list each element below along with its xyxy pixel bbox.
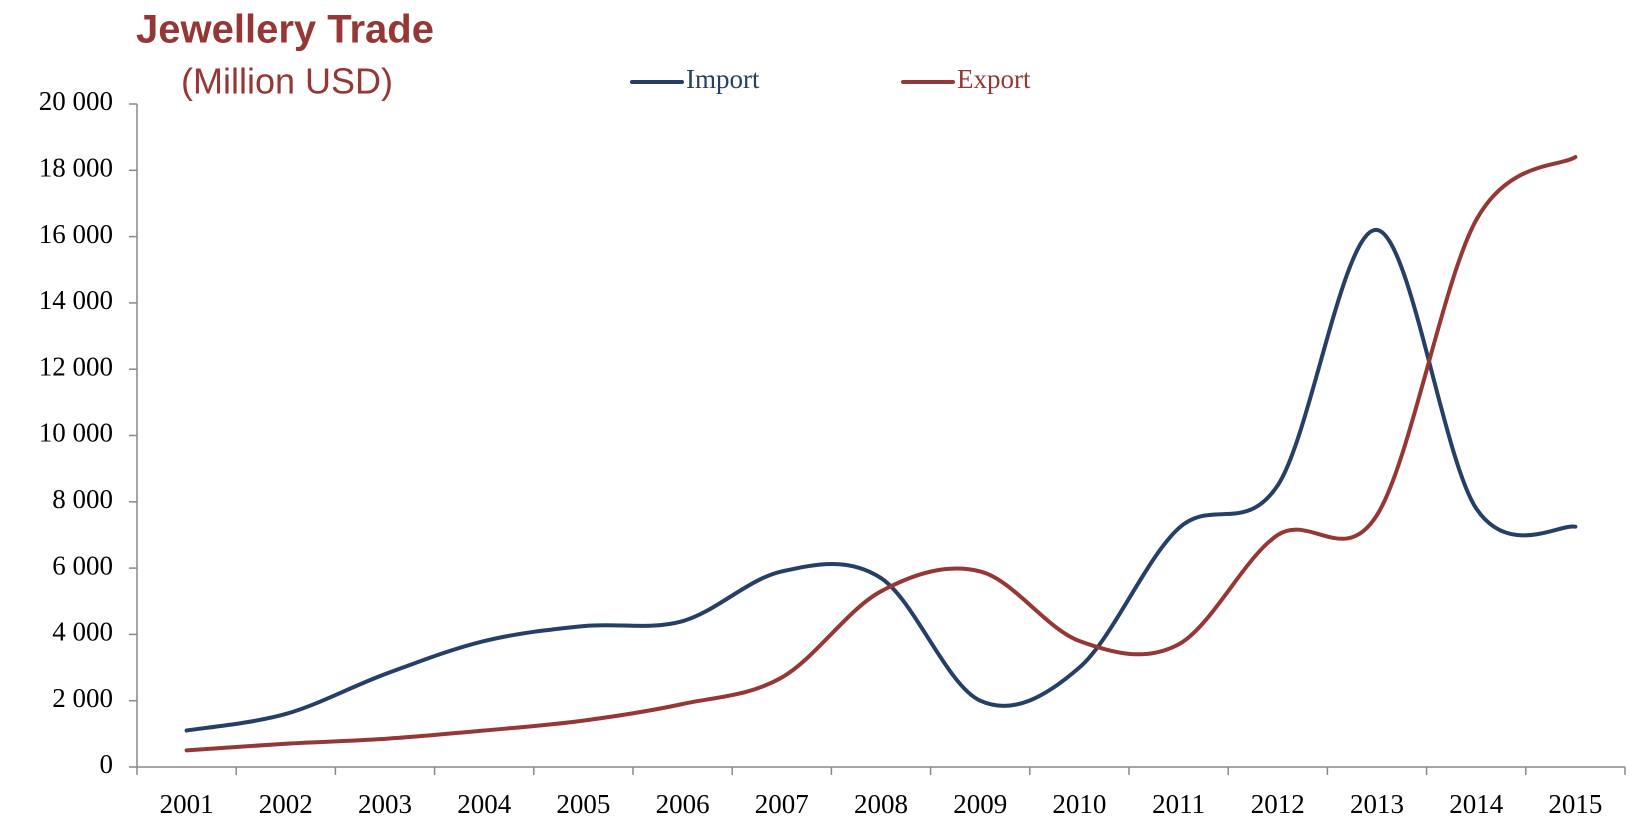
y-tick-label: 10 000	[39, 418, 113, 448]
y-tick-label: 0	[100, 749, 114, 779]
x-tick-label: 2003	[358, 789, 412, 819]
x-tick-label: 2011	[1152, 789, 1205, 819]
y-tick-label: 12 000	[39, 351, 113, 381]
line-series	[184, 155, 1578, 753]
x-tick-label: 2012	[1251, 789, 1305, 819]
y-tick-label: 6 000	[52, 550, 113, 580]
x-tick-label: 2010	[1052, 789, 1106, 819]
legend-label: Import	[686, 64, 760, 94]
y-tick-label: 2 000	[52, 683, 113, 713]
y-tick-label: 20 000	[39, 86, 113, 116]
x-tick-label: 2001	[160, 789, 214, 819]
y-tick-label: 8 000	[52, 484, 113, 514]
x-tick-label: 2014	[1449, 789, 1504, 819]
x-tick-label: 2004	[457, 789, 512, 819]
x-tick-label: 2009	[953, 789, 1007, 819]
x-tick-label: 2007	[755, 789, 809, 819]
legend-label: Export	[957, 64, 1031, 94]
x-tick-label: 2005	[556, 789, 610, 819]
x-tick-label: 2008	[854, 789, 908, 819]
x-tick-label: 2015	[1548, 789, 1602, 819]
x-tick-label: 2013	[1350, 789, 1404, 819]
chart-title: Jewellery Trade	[136, 8, 434, 52]
y-tick-label: 18 000	[39, 153, 113, 183]
x-tick-label: 2006	[656, 789, 710, 819]
x-tick-label: 2002	[259, 789, 313, 819]
y-tick-label: 14 000	[39, 285, 113, 315]
y-tick-label: 16 000	[39, 219, 113, 249]
y-tick-label: 4 000	[52, 617, 113, 647]
chart-subtitle: (Million USD)	[181, 61, 393, 102]
line-series	[184, 227, 1578, 733]
